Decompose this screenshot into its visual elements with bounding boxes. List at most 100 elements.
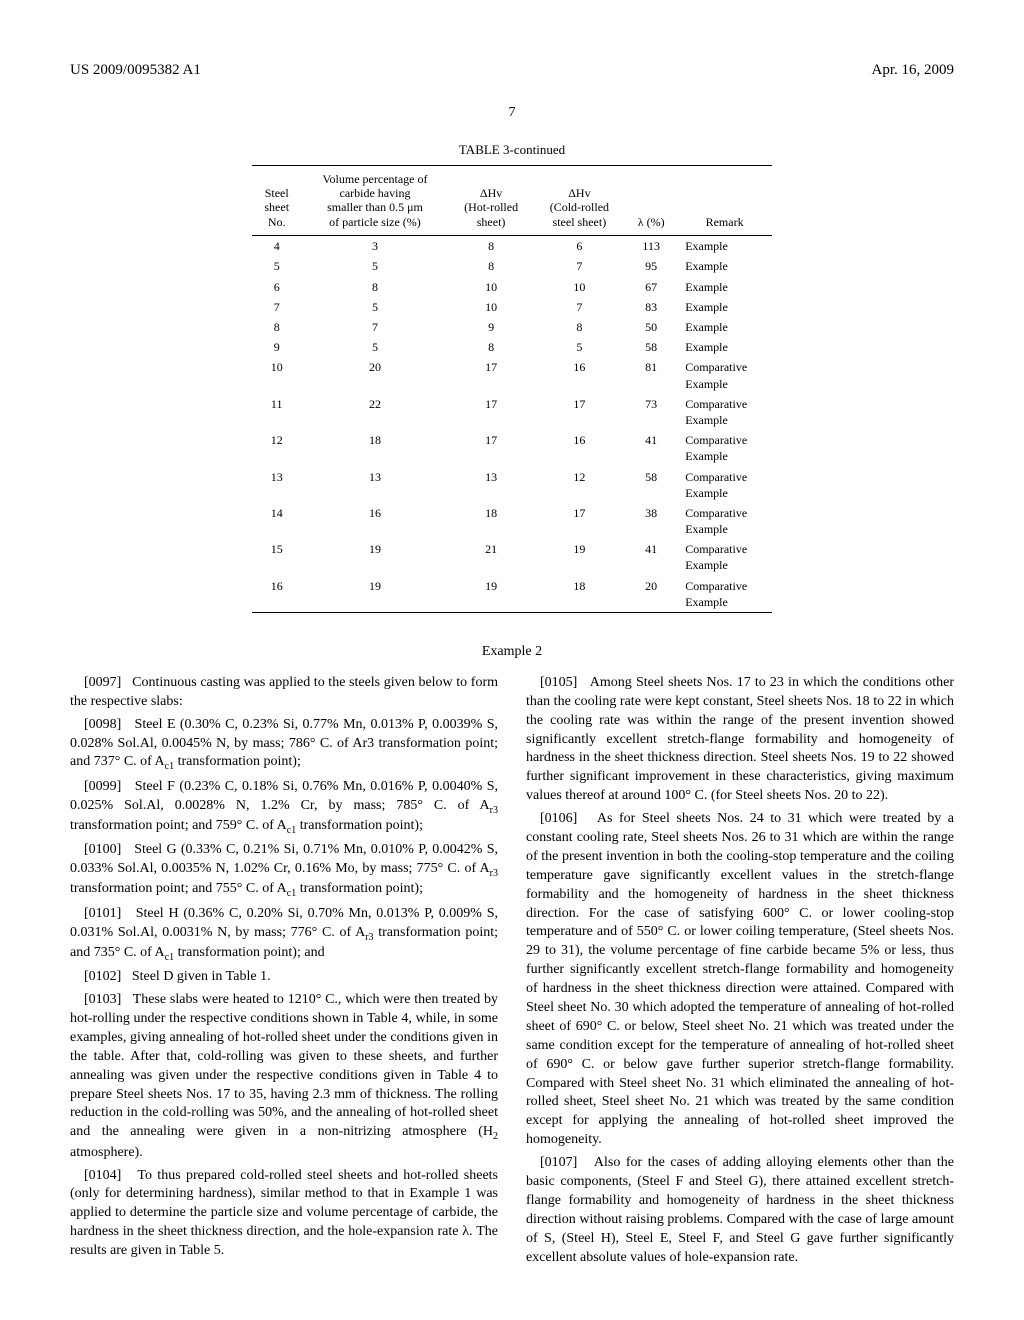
table-cell: 14 (252, 503, 301, 539)
table-row: 1619191820ComparativeExample (252, 576, 772, 613)
col-header-6: Remark (677, 168, 772, 236)
table-cell: 81 (625, 357, 677, 393)
table-3: SteelsheetNo. Volume percentage ofcarbid… (252, 165, 772, 615)
table-cell: 10 (252, 357, 301, 393)
para-number: [0106] (540, 811, 577, 826)
table-cell-remark: ComparativeExample (677, 576, 772, 613)
table-cell: 95 (625, 256, 677, 276)
col-header-4: ΔHv(Cold-rolledsteel sheet) (534, 168, 626, 236)
table-caption: TABLE 3-continued (70, 141, 954, 159)
table-cell: 13 (449, 467, 534, 503)
table-cell: 7 (534, 297, 626, 317)
table-cell: 17 (534, 503, 626, 539)
right-column: [0105] Among Steel sheets Nos. 17 to 23 … (526, 674, 954, 1272)
table-cell-remark: Example (677, 236, 772, 257)
table-cell: 11 (252, 394, 301, 430)
table-row: 7510783Example (252, 297, 772, 317)
page-number: 7 (70, 104, 954, 123)
table-cell: 17 (449, 394, 534, 430)
paragraph: [0104] To thus prepared cold-rolled stee… (70, 1167, 498, 1261)
table-cell: 13 (252, 467, 301, 503)
table-cell: 58 (625, 337, 677, 357)
table-cell: 5 (252, 256, 301, 276)
para-number: [0101] (84, 906, 121, 921)
table-row: 879850Example (252, 317, 772, 337)
para-number: [0102] (84, 969, 121, 984)
para-number: [0105] (540, 675, 577, 690)
paragraph: [0102] Steel D given in Table 1. (70, 968, 498, 987)
table-cell: 15 (252, 539, 301, 575)
table-cell: 12 (252, 430, 301, 466)
table-cell-remark: Example (677, 256, 772, 276)
para-number: [0104] (84, 1168, 121, 1183)
table-cell: 67 (625, 277, 677, 297)
table-row: 1020171681ComparativeExample (252, 357, 772, 393)
table-cell-remark: ComparativeExample (677, 357, 772, 393)
table-cell: 12 (534, 467, 626, 503)
para-number: [0100] (84, 842, 121, 857)
table-cell: 38 (625, 503, 677, 539)
table-cell: 6 (534, 236, 626, 257)
table-row: 958558Example (252, 337, 772, 357)
table-cell: 19 (301, 539, 448, 575)
table-cell: 83 (625, 297, 677, 317)
paragraph: [0098] Steel E (0.30% C, 0.23% Si, 0.77%… (70, 716, 498, 774)
table-cell: 9 (449, 317, 534, 337)
table-row: 68101067Example (252, 277, 772, 297)
table-cell: 5 (534, 337, 626, 357)
paragraph: [0107] Also for the cases of adding allo… (526, 1154, 954, 1267)
table-cell: 5 (301, 256, 448, 276)
para-number: [0098] (84, 717, 121, 732)
table-cell: 8 (449, 256, 534, 276)
para-number: [0097] (84, 675, 121, 690)
paragraph: [0105] Among Steel sheets Nos. 17 to 23 … (526, 674, 954, 806)
table-row: 1122171773ComparativeExample (252, 394, 772, 430)
table-row: 1313131258ComparativeExample (252, 467, 772, 503)
table-cell: 10 (449, 277, 534, 297)
table-cell: 20 (625, 576, 677, 613)
table-cell: 20 (301, 357, 448, 393)
table-cell: 16 (252, 576, 301, 613)
table-cell: 16 (301, 503, 448, 539)
table-cell: 19 (301, 576, 448, 613)
paragraph: [0097] Continuous casting was applied to… (70, 674, 498, 712)
table-cell: 17 (449, 430, 534, 466)
table-cell: 41 (625, 430, 677, 466)
doc-number: US 2009/0095382 A1 (70, 60, 201, 80)
table-cell: 6 (252, 277, 301, 297)
table-row: 1416181738ComparativeExample (252, 503, 772, 539)
table-cell-remark: ComparativeExample (677, 539, 772, 575)
col-header-1: SteelsheetNo. (252, 168, 301, 236)
table-cell: 13 (301, 467, 448, 503)
table-cell: 19 (534, 539, 626, 575)
table-cell: 8 (534, 317, 626, 337)
paragraph: [0103] These slabs were heated to 1210° … (70, 991, 498, 1162)
table-cell: 17 (449, 357, 534, 393)
table-cell: 16 (534, 430, 626, 466)
col-header-5: λ (%) (625, 168, 677, 236)
table-cell-remark: Example (677, 297, 772, 317)
table-cell-remark: ComparativeExample (677, 430, 772, 466)
table-cell-remark: ComparativeExample (677, 394, 772, 430)
table-cell: 10 (534, 277, 626, 297)
table-cell: 73 (625, 394, 677, 430)
example-heading: Example 2 (70, 643, 954, 662)
table-cell: 18 (534, 576, 626, 613)
table-cell: 16 (534, 357, 626, 393)
table-cell: 7 (252, 297, 301, 317)
table-cell: 113 (625, 236, 677, 257)
table-cell: 17 (534, 394, 626, 430)
table-cell: 50 (625, 317, 677, 337)
table-cell: 41 (625, 539, 677, 575)
left-column: [0097] Continuous casting was applied to… (70, 674, 498, 1272)
table-cell: 21 (449, 539, 534, 575)
table-cell-remark: ComparativeExample (677, 503, 772, 539)
table-cell: 7 (534, 256, 626, 276)
table-row: 558795Example (252, 256, 772, 276)
table-cell: 3 (301, 236, 448, 257)
table-cell-remark: Example (677, 337, 772, 357)
table-cell-remark: Example (677, 317, 772, 337)
two-column-body: [0097] Continuous casting was applied to… (70, 674, 954, 1272)
table-row: 4386113Example (252, 236, 772, 257)
table-cell: 8 (252, 317, 301, 337)
